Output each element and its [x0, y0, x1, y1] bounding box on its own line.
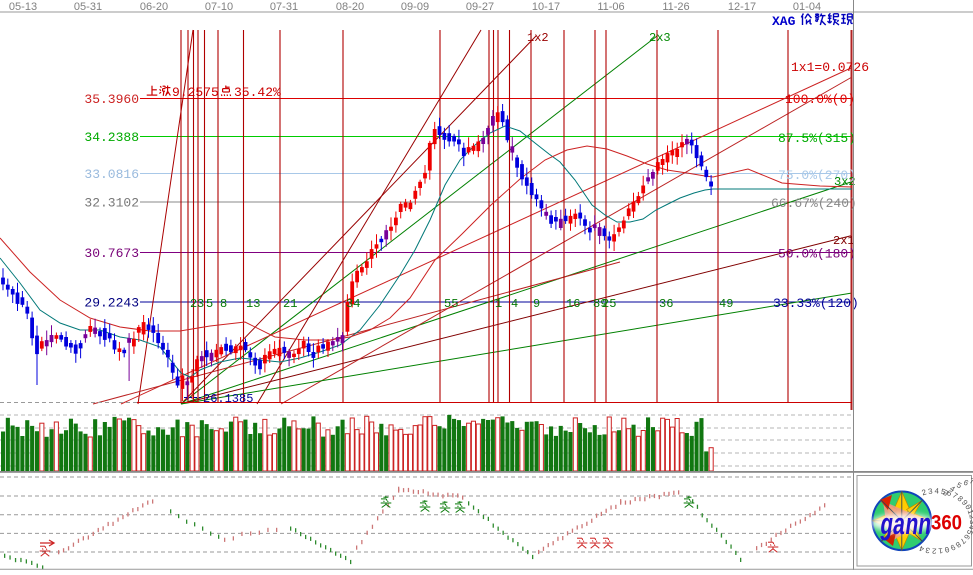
svg-text:07-10: 07-10 — [205, 1, 233, 13]
svg-text:55: 55 — [444, 297, 458, 311]
svg-text:4: 4 — [918, 543, 926, 553]
svg-text:66.67%(240): 66.67%(240) — [771, 196, 857, 211]
svg-text:gann: gann — [880, 509, 931, 544]
svg-text:05-31: 05-31 — [74, 1, 102, 13]
svg-text:2: 2 — [190, 297, 197, 311]
svg-text:1x1=0.0726: 1x1=0.0726 — [791, 60, 869, 75]
svg-text:13: 13 — [246, 297, 260, 311]
svg-text:4: 4 — [966, 524, 973, 531]
svg-text:2x3: 2x3 — [649, 31, 671, 45]
svg-text:7: 7 — [950, 491, 959, 501]
svg-text:3: 3 — [940, 489, 949, 499]
svg-text:3x2: 3x2 — [834, 175, 856, 189]
svg-text:30.7673: 30.7673 — [84, 246, 139, 261]
svg-text:1: 1 — [965, 508, 973, 516]
svg-text:06-20: 06-20 — [140, 1, 168, 13]
svg-text:100.0%(0): 100.0%(0) — [785, 92, 855, 107]
svg-text:2: 2 — [921, 488, 929, 498]
svg-text:34: 34 — [346, 297, 360, 311]
svg-text:5: 5 — [940, 488, 947, 498]
svg-text:7: 7 — [968, 477, 973, 487]
svg-text:5: 5 — [206, 297, 213, 311]
svg-text:21: 21 — [283, 297, 297, 311]
svg-text:34.2388: 34.2388 — [84, 130, 139, 145]
svg-text:89: 89 — [593, 297, 607, 311]
svg-text:XAG: XAG — [772, 14, 796, 29]
svg-text:35.3960: 35.3960 — [84, 92, 139, 107]
svg-text:87.5%(315): 87.5%(315) — [778, 131, 856, 146]
svg-text:9: 9 — [533, 297, 540, 311]
svg-text:7: 7 — [957, 536, 967, 546]
svg-text:9.2575: 9.2575 — [172, 85, 219, 100]
svg-text:3: 3 — [927, 487, 933, 497]
svg-text:07-31: 07-31 — [270, 1, 298, 13]
svg-text:1: 1 — [937, 545, 943, 555]
svg-text:3: 3 — [197, 297, 204, 311]
svg-text:11-06: 11-06 — [597, 1, 624, 13]
svg-text:26.1385: 26.1385 — [203, 392, 253, 406]
svg-text:0: 0 — [943, 544, 951, 554]
svg-text:1x2: 1x2 — [527, 31, 549, 45]
svg-text:08-20: 08-20 — [336, 1, 364, 13]
svg-text:5: 5 — [954, 481, 963, 491]
svg-text:75.0%(270): 75.0%(270) — [778, 168, 856, 183]
svg-text:35.42%: 35.42% — [234, 85, 281, 100]
svg-text:09-09: 09-09 — [401, 1, 429, 13]
svg-text:6: 6 — [962, 479, 970, 489]
svg-text:10-17: 10-17 — [532, 1, 560, 13]
svg-text:8: 8 — [955, 495, 965, 505]
svg-text:49: 49 — [719, 297, 733, 311]
svg-text:6: 6 — [961, 532, 971, 541]
svg-text:5: 5 — [964, 528, 973, 536]
svg-text:01-04: 01-04 — [793, 1, 821, 13]
svg-text:9: 9 — [948, 542, 957, 552]
svg-text:32.3102: 32.3102 — [84, 196, 139, 211]
svg-text:3: 3 — [925, 544, 932, 554]
svg-text:33.0816: 33.0816 — [84, 167, 139, 182]
svg-text:36: 36 — [659, 297, 673, 311]
svg-text:4: 4 — [947, 485, 956, 495]
svg-text:33.33%(120): 33.33%(120) — [773, 296, 859, 311]
svg-text:2: 2 — [931, 545, 936, 554]
svg-text:4: 4 — [511, 297, 518, 311]
svg-text:4: 4 — [934, 487, 939, 496]
svg-text:05-13: 05-13 — [9, 1, 37, 13]
svg-text:16: 16 — [566, 297, 580, 311]
svg-text:2: 2 — [966, 514, 973, 520]
svg-text:8: 8 — [953, 539, 962, 549]
svg-text:09-27: 09-27 — [466, 1, 494, 13]
svg-text:29.2243: 29.2243 — [84, 296, 139, 311]
svg-text:12-17: 12-17 — [728, 1, 756, 13]
svg-text:25: 25 — [602, 297, 616, 311]
svg-text:360: 360 — [931, 512, 962, 535]
svg-text:3: 3 — [967, 519, 973, 524]
svg-text:9: 9 — [959, 499, 969, 508]
svg-text:8: 8 — [220, 297, 227, 311]
svg-text:1: 1 — [495, 297, 502, 311]
svg-text:2x1: 2x1 — [833, 234, 855, 248]
svg-text:0: 0 — [962, 503, 972, 512]
svg-text:50.0%(180): 50.0%(180) — [778, 247, 856, 262]
svg-text:11-26: 11-26 — [662, 1, 689, 13]
svg-text:6: 6 — [945, 489, 953, 499]
